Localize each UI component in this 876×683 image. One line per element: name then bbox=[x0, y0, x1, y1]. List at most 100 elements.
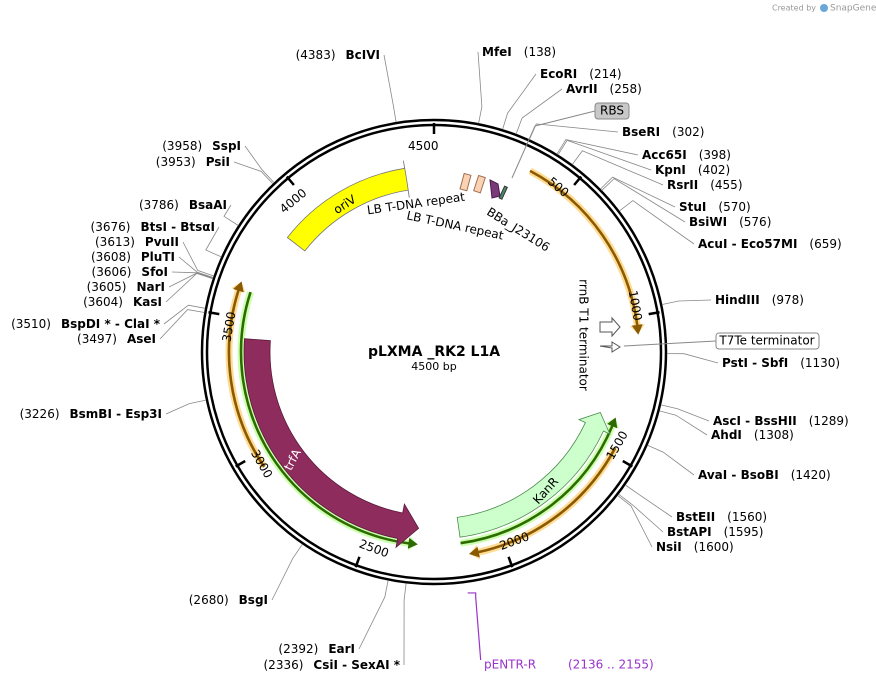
logo bbox=[820, 4, 828, 12]
terminator bbox=[599, 316, 621, 338]
enzyme-site: (455) bbox=[710, 178, 742, 192]
tick-label: 3500 bbox=[219, 311, 238, 344]
enzyme-label: PstI - SbfI (1130) bbox=[722, 356, 840, 370]
enzyme-label: AcuI - Eco57MI (659) bbox=[698, 237, 842, 251]
cut-site-leader bbox=[171, 271, 214, 279]
enzyme-site: (570) bbox=[718, 200, 750, 214]
enzyme-label: AvaI - BsoBI (1420) bbox=[698, 468, 831, 482]
cut-site-leader bbox=[529, 123, 619, 140]
tick-mark bbox=[648, 311, 660, 316]
orange-arrow bbox=[529, 169, 643, 335]
enzyme-label: StuI (570) bbox=[679, 200, 751, 214]
cut-site-leader bbox=[358, 580, 389, 650]
enzyme-name: EarI bbox=[328, 642, 355, 656]
enzyme-label: (3510) BspDI * - ClaI * bbox=[11, 317, 161, 331]
enzyme-label: (3613) PvuII bbox=[95, 235, 179, 249]
enzyme-site: (2336) bbox=[264, 658, 304, 672]
terminator bbox=[599, 341, 621, 353]
cut-site-leader bbox=[515, 88, 563, 135]
tick-label: 1000 bbox=[626, 289, 645, 322]
enzyme-site: (3604) bbox=[83, 295, 123, 309]
enzyme-label: AvrII (258) bbox=[566, 82, 642, 96]
cut-site-leader bbox=[182, 241, 214, 277]
lb-repeat bbox=[459, 172, 472, 192]
enzyme-name: BstEII bbox=[676, 510, 715, 524]
enzyme-name: BsmBI - Esp3I bbox=[70, 407, 162, 421]
enzyme-label: BseRI (302) bbox=[622, 125, 704, 139]
enzyme-name: BcIVI bbox=[346, 48, 380, 62]
cut-site-leader bbox=[165, 272, 213, 303]
cut-site-leader bbox=[662, 299, 712, 305]
cut-site-leader bbox=[556, 139, 639, 156]
green-arrow bbox=[460, 417, 618, 545]
primer-name: pENTR-R bbox=[484, 658, 536, 672]
enzyme-label: (3606) SfoI bbox=[92, 265, 168, 279]
promoter bbox=[489, 179, 501, 199]
cut-site-leader bbox=[244, 145, 275, 183]
enzyme-site: (3226) bbox=[20, 407, 60, 421]
cut-site-leader bbox=[601, 178, 686, 223]
enzyme-site: (3676) bbox=[91, 220, 131, 234]
enzyme-site: (3510) bbox=[11, 317, 51, 331]
enzyme-label: (2680) BsgI bbox=[189, 593, 268, 607]
cut-site-leader bbox=[666, 353, 719, 364]
enzyme-name: KpnI bbox=[655, 163, 686, 177]
leader bbox=[534, 110, 596, 127]
enzyme-name: HindIII bbox=[715, 293, 760, 307]
enzyme-name: AseI bbox=[127, 332, 156, 346]
tick-mark bbox=[285, 175, 295, 186]
enzyme-label: (3676) BtsI - BtsαI bbox=[91, 220, 215, 234]
enzyme-site: (3605) bbox=[87, 280, 127, 294]
enzyme-name: PstI - SbfI bbox=[722, 356, 788, 370]
enzyme-name: PsiI bbox=[206, 155, 230, 169]
cut-site-leader bbox=[557, 139, 652, 171]
enzyme-site: (214) bbox=[589, 67, 621, 81]
enzyme-name: SfoI bbox=[141, 265, 168, 279]
brand: SnapGene bbox=[830, 4, 876, 14]
enzyme-site: (3786) bbox=[139, 198, 179, 212]
enzyme-site: (1289) bbox=[809, 414, 849, 428]
enzyme-site: (402) bbox=[698, 163, 730, 177]
enzyme-label: HindIII (978) bbox=[715, 293, 804, 307]
cut-site-leader bbox=[159, 309, 205, 340]
enzyme-label: (2392) EarI bbox=[278, 642, 355, 656]
enzyme-site: (398) bbox=[699, 148, 731, 162]
enzyme-label: (3604) KasI bbox=[83, 295, 162, 309]
cut-site-leader bbox=[403, 583, 407, 666]
cut-site-leader bbox=[600, 176, 676, 208]
enzyme-site: (3606) bbox=[92, 265, 132, 279]
enzyme-site: (1308) bbox=[754, 428, 794, 442]
backbone-outer bbox=[200, 118, 668, 586]
enzyme-label: MfeI (138) bbox=[482, 45, 556, 59]
enzyme-label: (3958) SspI bbox=[162, 139, 241, 153]
cut-site-leader bbox=[223, 204, 239, 226]
enzyme-label: AhdI (1308) bbox=[711, 428, 794, 442]
cut-site-leader bbox=[617, 495, 653, 548]
enzyme-name: AscI - BssHII bbox=[713, 414, 797, 428]
enzyme-site: (1420) bbox=[791, 468, 831, 482]
cut-site-leader bbox=[647, 444, 695, 476]
cut-site-leader bbox=[178, 256, 214, 278]
enzyme-name: BsiWI bbox=[689, 215, 727, 229]
tick-label: 4000 bbox=[277, 186, 309, 216]
cut-site-leader bbox=[618, 493, 664, 533]
enzyme-name: KasI bbox=[133, 295, 162, 309]
enzyme-name: NarI bbox=[136, 280, 165, 294]
cut-site-leader bbox=[660, 404, 710, 422]
tick-mark bbox=[573, 175, 583, 186]
cut-site-leader bbox=[163, 304, 206, 325]
oriv-arrow bbox=[286, 160, 410, 252]
cut-site-leader bbox=[477, 51, 483, 124]
cut-site-leader bbox=[271, 544, 303, 601]
enzyme-name: AvaI - BsoBI bbox=[698, 468, 779, 482]
cut-site-leader bbox=[571, 150, 664, 186]
enzyme-site: (2392) bbox=[278, 642, 318, 656]
enzyme-name: BsaAI bbox=[189, 198, 227, 212]
tick-mark bbox=[622, 459, 633, 468]
cut-site-leader bbox=[502, 73, 537, 130]
lb-repeat bbox=[473, 174, 486, 194]
cut-site-leader bbox=[165, 399, 207, 415]
enzyme-label: (3953) PsiI bbox=[156, 155, 230, 169]
enzyme-site: (3953) bbox=[156, 155, 196, 169]
